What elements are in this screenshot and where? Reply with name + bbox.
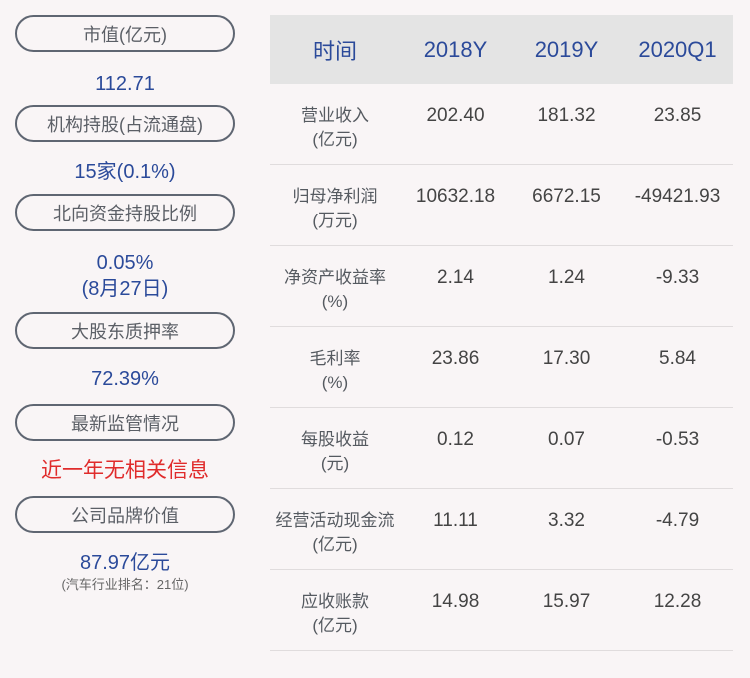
cell: 181.32 (537, 105, 596, 126)
cell: 15.97 (542, 591, 591, 612)
metric-unit: (元) (320, 454, 350, 473)
cell: -49421.93 (634, 186, 721, 207)
cell: 23.86 (431, 348, 480, 369)
metric-name: 归母净利润 (292, 187, 378, 206)
table-row: 归母净利润 (万元) 10632.18 6672.15 -49421.93 (270, 165, 733, 246)
cell: 23.85 (653, 105, 702, 126)
cell: 11.11 (433, 510, 478, 531)
cell: -4.79 (655, 510, 700, 531)
header-2020q1: 2020Q1 (638, 36, 717, 62)
regulatory-status-value: 近一年无相关信息 (41, 459, 209, 482)
cell: 1.24 (548, 267, 585, 288)
metric-unit: (亿元) (312, 130, 358, 149)
metric-unit: (万元) (312, 211, 358, 230)
row-label: 毛利率 (%) (270, 327, 400, 395)
row-label: 归母净利润 (万元) (270, 165, 400, 233)
metric-name: 每股收益 (301, 430, 369, 449)
metric-unit: (%) (321, 373, 349, 392)
header-2019: 2019Y (534, 36, 599, 62)
table-row: 每股收益 (元) 0.12 0.07 -0.53 (270, 408, 733, 489)
cell: 6672.15 (532, 186, 601, 207)
cell: 14.98 (431, 591, 480, 612)
metric-name: 净资产收益率 (284, 268, 386, 287)
table-row: 营业收入 (亿元) 202.40 181.32 23.85 (270, 84, 733, 165)
metric-name: 营业收入 (301, 106, 369, 125)
metric-unit: (亿元) (312, 535, 358, 554)
row-label: 净资产收益率 (%) (270, 246, 400, 314)
cell: 10632.18 (415, 186, 496, 207)
institutional-holding-value: 15家(0.1%) (74, 161, 176, 183)
northbound-ratio-label: 北向资金持股比例 (15, 194, 235, 231)
summary-panel: 市值(亿元) 112.71 机构持股(占流通盘) 15家(0.1%) 北向资金持… (15, 15, 235, 594)
regulatory-status-label: 最新监管情况 (15, 404, 235, 441)
metric-unit: (亿元) (312, 616, 358, 635)
brand-value-value: 87.97亿元 (79, 552, 171, 574)
pledge-ratio-label: 大股东质押率 (15, 312, 235, 349)
cell: -0.53 (655, 429, 700, 450)
brand-rank-note: (汽车行业排名：21位) (61, 577, 189, 592)
header-2018: 2018Y (423, 36, 488, 62)
metric-name: 经营活动现金流 (275, 511, 395, 530)
northbound-ratio-value: 0.05% (96, 252, 154, 274)
cell: 0.07 (548, 429, 585, 450)
metric-name: 应收账款 (301, 592, 369, 611)
market-cap-value: 112.71 (95, 73, 155, 95)
table-row: 毛利率 (%) 23.86 17.30 5.84 (270, 327, 733, 408)
market-cap-label: 市值(亿元) (15, 15, 235, 52)
brand-value-label: 公司品牌价值 (15, 496, 235, 533)
row-label: 经营活动现金流 (亿元) (270, 489, 400, 557)
cell: 0.12 (437, 429, 474, 450)
metric-unit: (%) (321, 292, 349, 311)
cell: -9.33 (655, 267, 700, 288)
header-time: 时间 (312, 38, 357, 64)
row-label: 每股收益 (元) (270, 408, 400, 476)
metric-name: 毛利率 (309, 349, 361, 368)
row-label: 营业收入 (亿元) (270, 84, 400, 152)
cell: 5.84 (659, 348, 696, 369)
table-row: 经营活动现金流 (亿元) 11.11 3.32 -4.79 (270, 489, 733, 570)
table-row: 应收账款 (亿元) 14.98 15.97 12.28 (270, 570, 733, 651)
cell: 202.40 (426, 105, 485, 126)
institutional-holding-label: 机构持股(占流通盘) (15, 105, 235, 142)
cell: 12.28 (653, 591, 702, 612)
cell: 3.32 (548, 510, 585, 531)
pledge-ratio-value: 72.39% (91, 368, 159, 390)
cell: 2.14 (437, 267, 474, 288)
financial-table: 时间 2018Y 2019Y 2020Q1 营业收入 (亿元) 202.40 18… (270, 15, 733, 651)
northbound-ratio-date: (8月27日) (81, 278, 169, 300)
table-row: 净资产收益率 (%) 2.14 1.24 -9.33 (270, 246, 733, 327)
cell: 17.30 (542, 348, 591, 369)
row-label: 应收账款 (亿元) (270, 570, 400, 638)
table-header: 时间 2018Y 2019Y 2020Q1 (270, 15, 733, 84)
